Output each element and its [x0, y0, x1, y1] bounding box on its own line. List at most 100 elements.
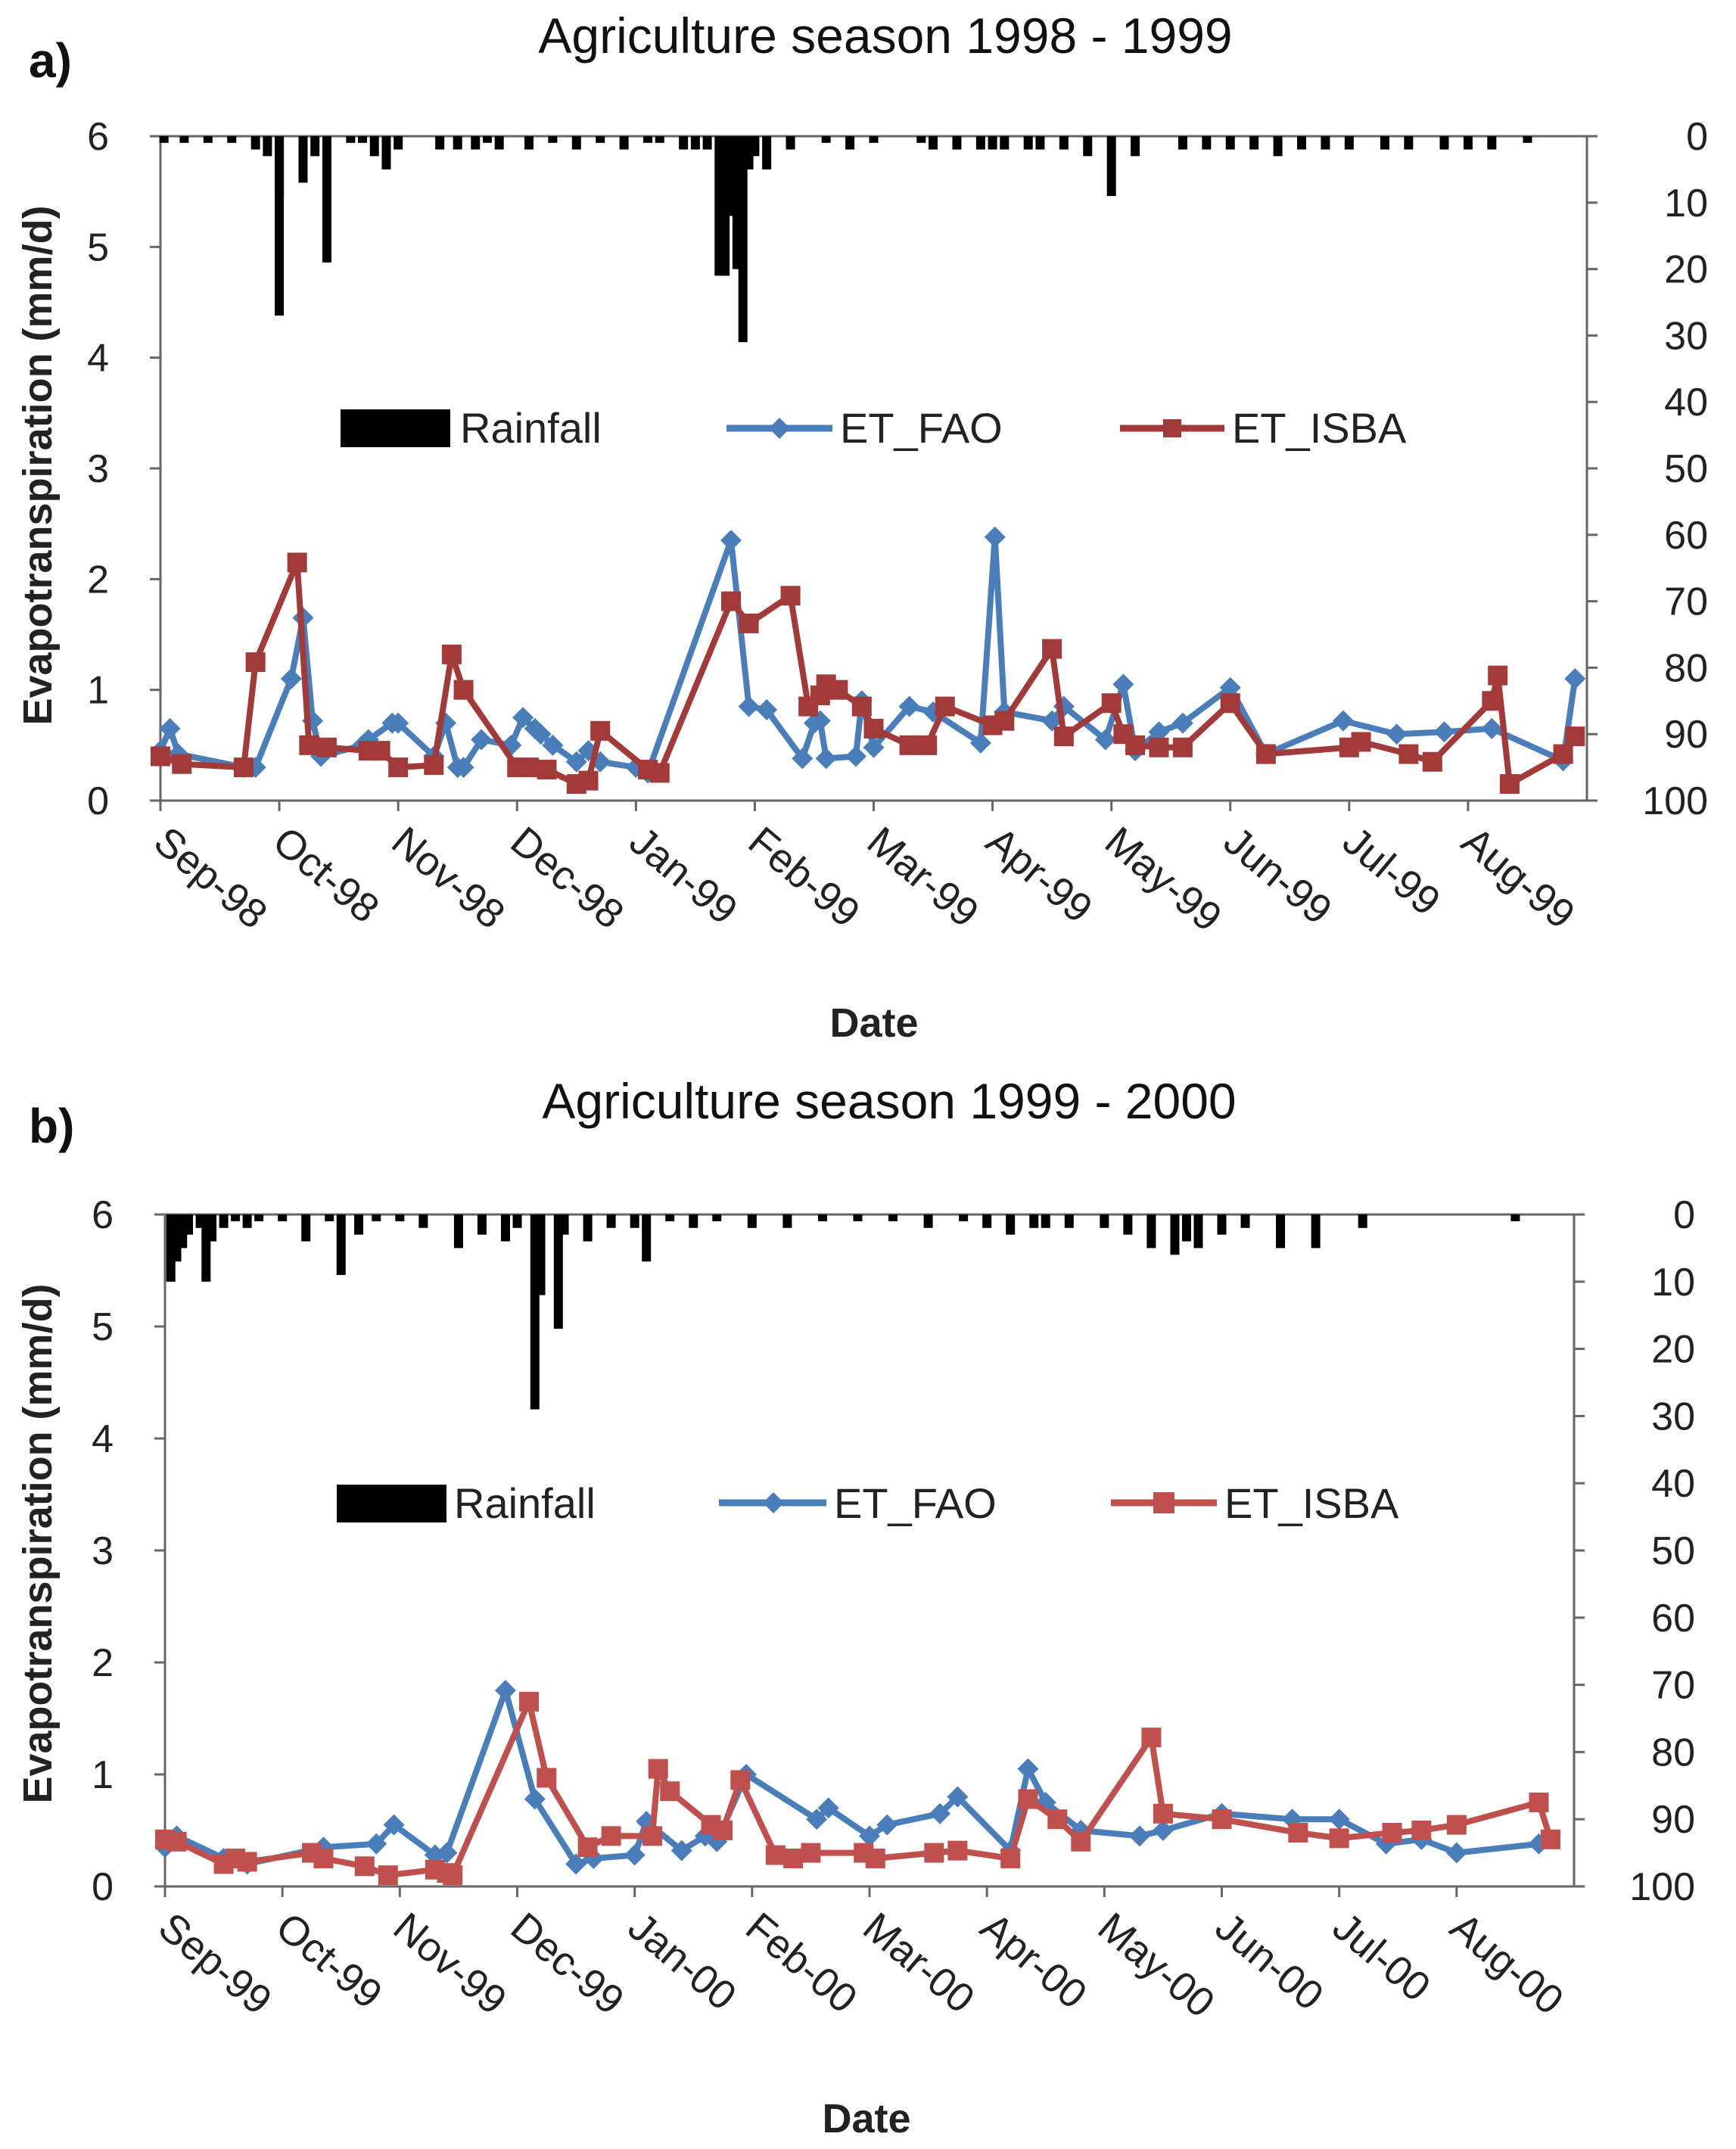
rainfall-bar — [231, 1214, 241, 1221]
legend-rainfall-label: Rainfall — [460, 404, 602, 452]
rainfall-bar — [242, 1214, 252, 1228]
rainfall-bar — [1487, 136, 1497, 150]
et-isba-point — [1288, 1822, 1308, 1843]
rainfall-bar — [988, 136, 997, 150]
x-tick-label: Oct-98 — [264, 818, 387, 931]
rainfall-bar — [1193, 1214, 1203, 1249]
et-isba-point — [994, 711, 1015, 731]
et-isba-point — [648, 1759, 668, 1779]
et-fao-point — [1094, 729, 1116, 751]
et-isba-point — [1446, 1815, 1467, 1835]
rainfall-bar — [179, 136, 189, 143]
rainfall-bar — [1106, 136, 1116, 197]
x-tick-label: Dec-99 — [502, 1904, 633, 2023]
rainfall-bar — [571, 136, 581, 150]
panel-b-series — [154, 1680, 1560, 1886]
panel-a-legend: Rainfall ET_FAO ET_ISBA — [341, 404, 1407, 452]
et-isba-point — [1053, 726, 1074, 747]
et-isba-point — [354, 1856, 375, 1877]
x-tick-label: Mar-00 — [854, 1904, 983, 2022]
et-isba-point — [1149, 737, 1169, 757]
y-tick-label: 1 — [87, 669, 109, 713]
legend-et-isba-marker — [1153, 1492, 1174, 1513]
rainfall-bar — [354, 1214, 364, 1235]
rainfall-bar — [1041, 1214, 1050, 1228]
y2-tick-label: 70 — [1664, 580, 1708, 624]
rainfall-bar — [336, 1214, 346, 1275]
et-fao-point — [387, 712, 409, 734]
rainfall-bar — [762, 136, 772, 169]
y-tick-label: 5 — [87, 225, 109, 269]
et-fao-point — [530, 723, 552, 745]
et-isba-point — [649, 763, 670, 783]
et-fao-point — [792, 748, 814, 770]
et-isba-point — [233, 757, 254, 778]
rainfall-bar — [322, 136, 331, 263]
et-isba-point — [780, 586, 801, 606]
legend-rainfall-swatch — [337, 1485, 446, 1522]
et-fao-point — [859, 1825, 880, 1847]
rainfall-bar — [207, 1214, 217, 1242]
rainfall-bar — [655, 136, 664, 143]
legend-et-fao-marker — [763, 1492, 784, 1513]
panel-b-y-axis-title: Evapotranspiration (mm/d) — [15, 1283, 61, 1803]
et-isba-point — [1220, 693, 1240, 714]
rainfall-bar — [512, 1214, 522, 1228]
et-fao-point — [1219, 676, 1241, 698]
et-fao-point — [929, 1802, 951, 1824]
et-fao-point — [720, 530, 742, 552]
et-isba-point — [1101, 693, 1122, 714]
rainfall-bar — [453, 136, 462, 150]
y2-tick-label: 0 — [1686, 115, 1708, 159]
rainfall-bar — [1029, 1214, 1039, 1228]
rainfall-bar — [278, 1214, 288, 1221]
rainfall-bar — [1380, 136, 1389, 150]
rainfall-bar — [1146, 1214, 1156, 1249]
rainfall-bar — [689, 1214, 698, 1228]
y2-tick-label: 0 — [1673, 1193, 1695, 1237]
panel-a-x-axis-title: Date — [829, 1000, 918, 1046]
et-isba-point — [851, 696, 872, 717]
x-tick-label: Dec-98 — [502, 818, 633, 938]
rainfall-bar — [524, 136, 534, 150]
y2-tick-label: 30 — [1664, 314, 1708, 358]
rainfall-bar — [738, 136, 748, 343]
rainfall-bar — [1178, 136, 1187, 150]
rainfall-bar — [372, 1214, 381, 1221]
et-isba-point — [1422, 751, 1442, 772]
y2-tick-label: 80 — [1651, 1731, 1695, 1774]
et-fao-point — [863, 736, 885, 758]
et-isba-point — [947, 1840, 968, 1861]
rainfall-bar — [606, 1214, 616, 1228]
rainfall-bar — [471, 136, 481, 150]
x-tick-label: Oct-99 — [267, 1904, 390, 2017]
x-tick-label: Sep-98 — [145, 818, 275, 938]
et-isba-point — [828, 680, 848, 700]
et-isba-point — [730, 1770, 751, 1790]
y2-tick-label: 90 — [1664, 713, 1708, 757]
rainfall-bar — [254, 1214, 264, 1221]
rainfall-bar — [477, 1214, 487, 1235]
et-isba-point — [518, 757, 539, 778]
rainfall-bar — [358, 136, 368, 143]
et-fao-point — [984, 526, 1006, 548]
rainfall-bar — [1083, 136, 1093, 157]
legend-et-fao-label: ET_FAO — [834, 1479, 997, 1527]
rainfall-bar — [923, 1214, 933, 1228]
et-isba-point — [378, 1865, 398, 1886]
x-tick-label: Sep-99 — [150, 1904, 280, 2023]
et-isba-point — [388, 757, 409, 778]
y2-tick-label: 10 — [1651, 1261, 1695, 1305]
rainfall-bar — [1059, 136, 1069, 150]
et-isba-point — [765, 1845, 786, 1865]
rainfall-bar — [817, 1214, 827, 1221]
x-tick-label: Jan-99 — [621, 818, 746, 933]
x-tick-label: Nov-98 — [383, 818, 513, 938]
et-fao-point — [1481, 717, 1503, 739]
et-fao-point — [817, 1797, 839, 1819]
et-isba-point — [151, 746, 170, 767]
y2-tick-label: 60 — [1651, 1597, 1695, 1641]
y2-tick-label: 20 — [1664, 248, 1708, 292]
rainfall-bar — [888, 1214, 898, 1221]
et-isba-point — [924, 1843, 944, 1863]
